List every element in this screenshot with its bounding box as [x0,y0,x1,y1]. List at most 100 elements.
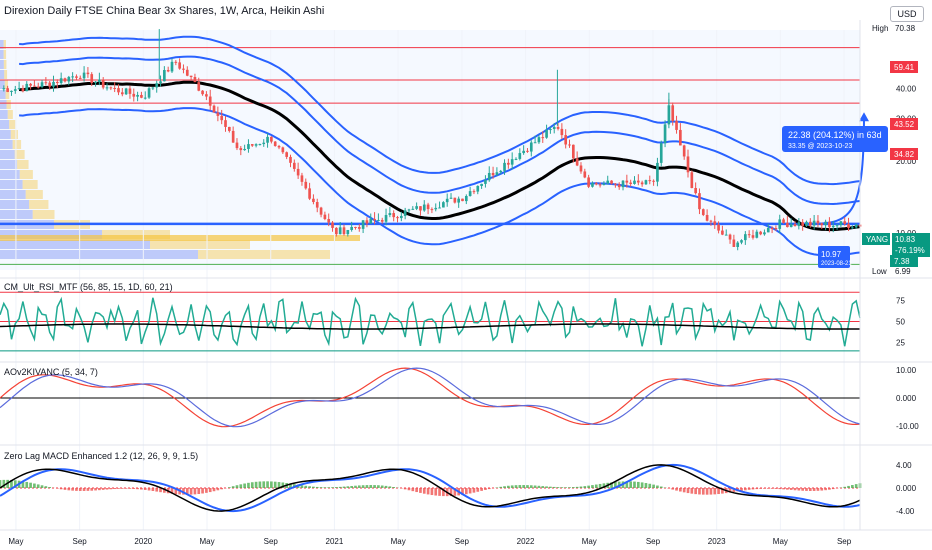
candle-body [151,87,155,89]
svg-text:10.97: 10.97 [821,250,842,259]
macd-histogram-bar [346,486,350,488]
vp-bar [32,210,55,219]
level-tag-7: 7.38 [890,255,918,267]
candle-body [36,86,40,88]
macd-histogram-bar [407,488,411,491]
candle-body [770,227,774,229]
candle-body [652,180,655,182]
vp-bar [10,130,18,139]
macd-histogram-bar [327,487,331,488]
candle-body [583,171,587,178]
macd-histogram-bar [380,485,384,488]
macd-histogram-bar [793,488,797,491]
macd-histogram-bar [705,488,709,495]
macd-histogram-bar [564,487,568,488]
macd-histogram-bar [847,485,850,488]
macd-histogram-bar [694,488,697,495]
candle-body [392,213,396,218]
macd-histogram-bar [575,486,579,488]
svg-text:33.35 @ 2023-10-23: 33.35 @ 2023-10-23 [788,143,852,150]
macd-histogram-bar [732,488,736,492]
vp-bar [102,230,170,239]
macd-tick-label: -4.00 [896,507,915,516]
macd-title: Zero Lag MACD Enhanced 1.2 (12, 26, 9, 9… [4,451,198,461]
macd-histogram-bar [579,486,583,488]
macd-histogram-bar [90,488,94,491]
macd-histogram-bar [594,484,598,488]
macd-histogram-bar [744,488,747,491]
vp-bar [0,130,11,139]
macd-histogram-bar [109,488,113,490]
macd-histogram-bar [201,488,204,494]
macd-histogram-bar [789,488,793,490]
low-label: Low [872,267,887,276]
macd-histogram-bar [675,488,678,491]
candle-body [300,175,304,182]
low-callout[interactable]: 10.97 2023-08-21 [818,246,852,268]
macd-histogram-bar [2,479,6,488]
macd-histogram-bar [583,486,587,488]
candle-body [285,152,288,157]
macd-histogram-bar [820,488,824,491]
candle-body [308,188,311,199]
candle-body [690,172,694,188]
candle-body [667,105,671,125]
vp-bar [3,60,7,69]
candle-body [67,76,71,82]
vp-bar [0,50,4,59]
macd-histogram-bar [774,488,778,489]
macd-histogram-bar [854,484,858,488]
currency-button[interactable]: USD [890,6,924,22]
candle-body [98,79,101,82]
candle-body [740,240,743,243]
candle-body [644,180,648,185]
x-tick-label: 2022 [517,537,535,546]
macd-histogram-bar [143,488,147,490]
macd-histogram-bar [174,488,178,495]
macd-line [0,464,861,512]
candle-body [189,75,193,78]
candle-body [793,224,797,227]
macd-histogram-bar [239,484,243,488]
macd-histogram-bar [518,485,522,488]
macd-histogram-bar [644,483,648,488]
macd-histogram-bar [541,486,545,488]
candle-body [682,145,686,157]
macd-histogram-bar [56,488,59,489]
macd-histogram-bar [403,488,407,490]
macd-histogram-bar [312,486,315,488]
macd-histogram-bar [319,487,323,488]
candle-body [120,92,124,95]
low-value: 6.99 [895,267,911,276]
candle-body [782,219,785,223]
candle-body [698,193,701,210]
candle-body [400,215,403,219]
rsi-tick-label: 50 [896,318,905,327]
macd-histogram-bar [472,488,476,493]
macd-histogram-bar [308,486,311,488]
macd-histogram-bar [610,482,613,488]
macd-histogram-bar [33,483,36,488]
macd-histogram-bar [163,488,166,493]
candle-body [132,93,136,97]
candle-body [415,206,418,209]
projection-callout[interactable]: 22.38 (204.12%) in 63d 33.35 @ 2023-10-2… [782,126,888,152]
macd-histogram-bar [44,486,48,488]
candle-body [63,78,67,82]
macd-histogram-bar [461,488,464,495]
candle-body [361,220,365,229]
ao-title: AOv2KIVANC (5, 34, 7) [4,367,98,377]
vp-bar [0,120,10,129]
candle-body [514,158,518,160]
macd-histogram-bar [652,484,655,488]
vp-bar [0,250,198,259]
macd-histogram-bar [713,488,717,495]
x-tick-label: May [199,537,214,546]
candle-body [208,96,212,106]
candle-body [778,219,782,229]
macd-histogram-bar [717,488,720,495]
macd-histogram-bar [430,488,434,496]
macd-histogram-bar [503,486,506,488]
macd-histogram-bar [438,488,441,496]
